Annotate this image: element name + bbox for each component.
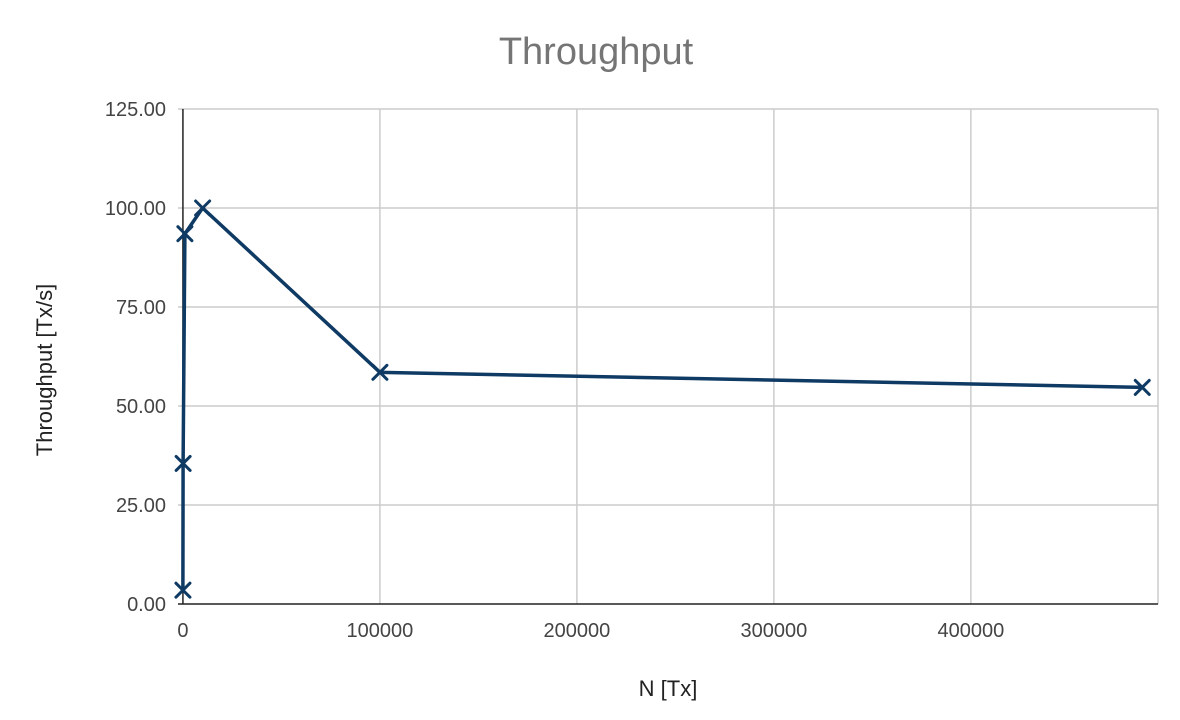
- grid-lines: [178, 108, 1159, 604]
- axes: [178, 109, 1158, 605]
- data-point-marker: [174, 454, 192, 472]
- x-axis-title: N [Tx]: [639, 676, 698, 701]
- data-point-marker: [176, 225, 194, 243]
- x-tick-label: 100000: [347, 620, 414, 642]
- chart-title: Throughput: [499, 31, 694, 73]
- x-tick-label: 200000: [544, 620, 611, 642]
- marker-stroke: [194, 199, 212, 217]
- y-tick-label: 50.00: [116, 396, 166, 418]
- marker-stroke: [176, 225, 194, 243]
- series-layer: [174, 199, 1151, 599]
- y-tick-label: 0.00: [127, 594, 166, 616]
- marker-stroke: [174, 454, 192, 472]
- data-point-marker: [194, 199, 212, 217]
- data-point-marker: [1133, 378, 1151, 396]
- series-line: [181, 206, 1143, 591]
- data-point-marker: [371, 363, 389, 381]
- data-point-marker: [174, 581, 192, 599]
- x-tick-label: 400000: [937, 620, 1004, 642]
- y-tick-label: 25.00: [116, 495, 166, 517]
- y-axis-title: Throughput [Tx/s]: [32, 284, 57, 456]
- marker-stroke: [371, 363, 389, 381]
- y-tick-label: 125.00: [105, 99, 166, 121]
- y-tick-label: 100.00: [105, 198, 166, 220]
- x-tick-label: 300000: [741, 620, 808, 642]
- marker-stroke: [174, 581, 192, 599]
- marker-stroke: [1133, 378, 1151, 396]
- y-tick-label: 75.00: [116, 297, 166, 319]
- x-tick-label: 0: [177, 620, 188, 642]
- tick-labels: 0.00 25.00 50.00 75.00 100.00 125.00 0 100000 20…: [105, 99, 1004, 642]
